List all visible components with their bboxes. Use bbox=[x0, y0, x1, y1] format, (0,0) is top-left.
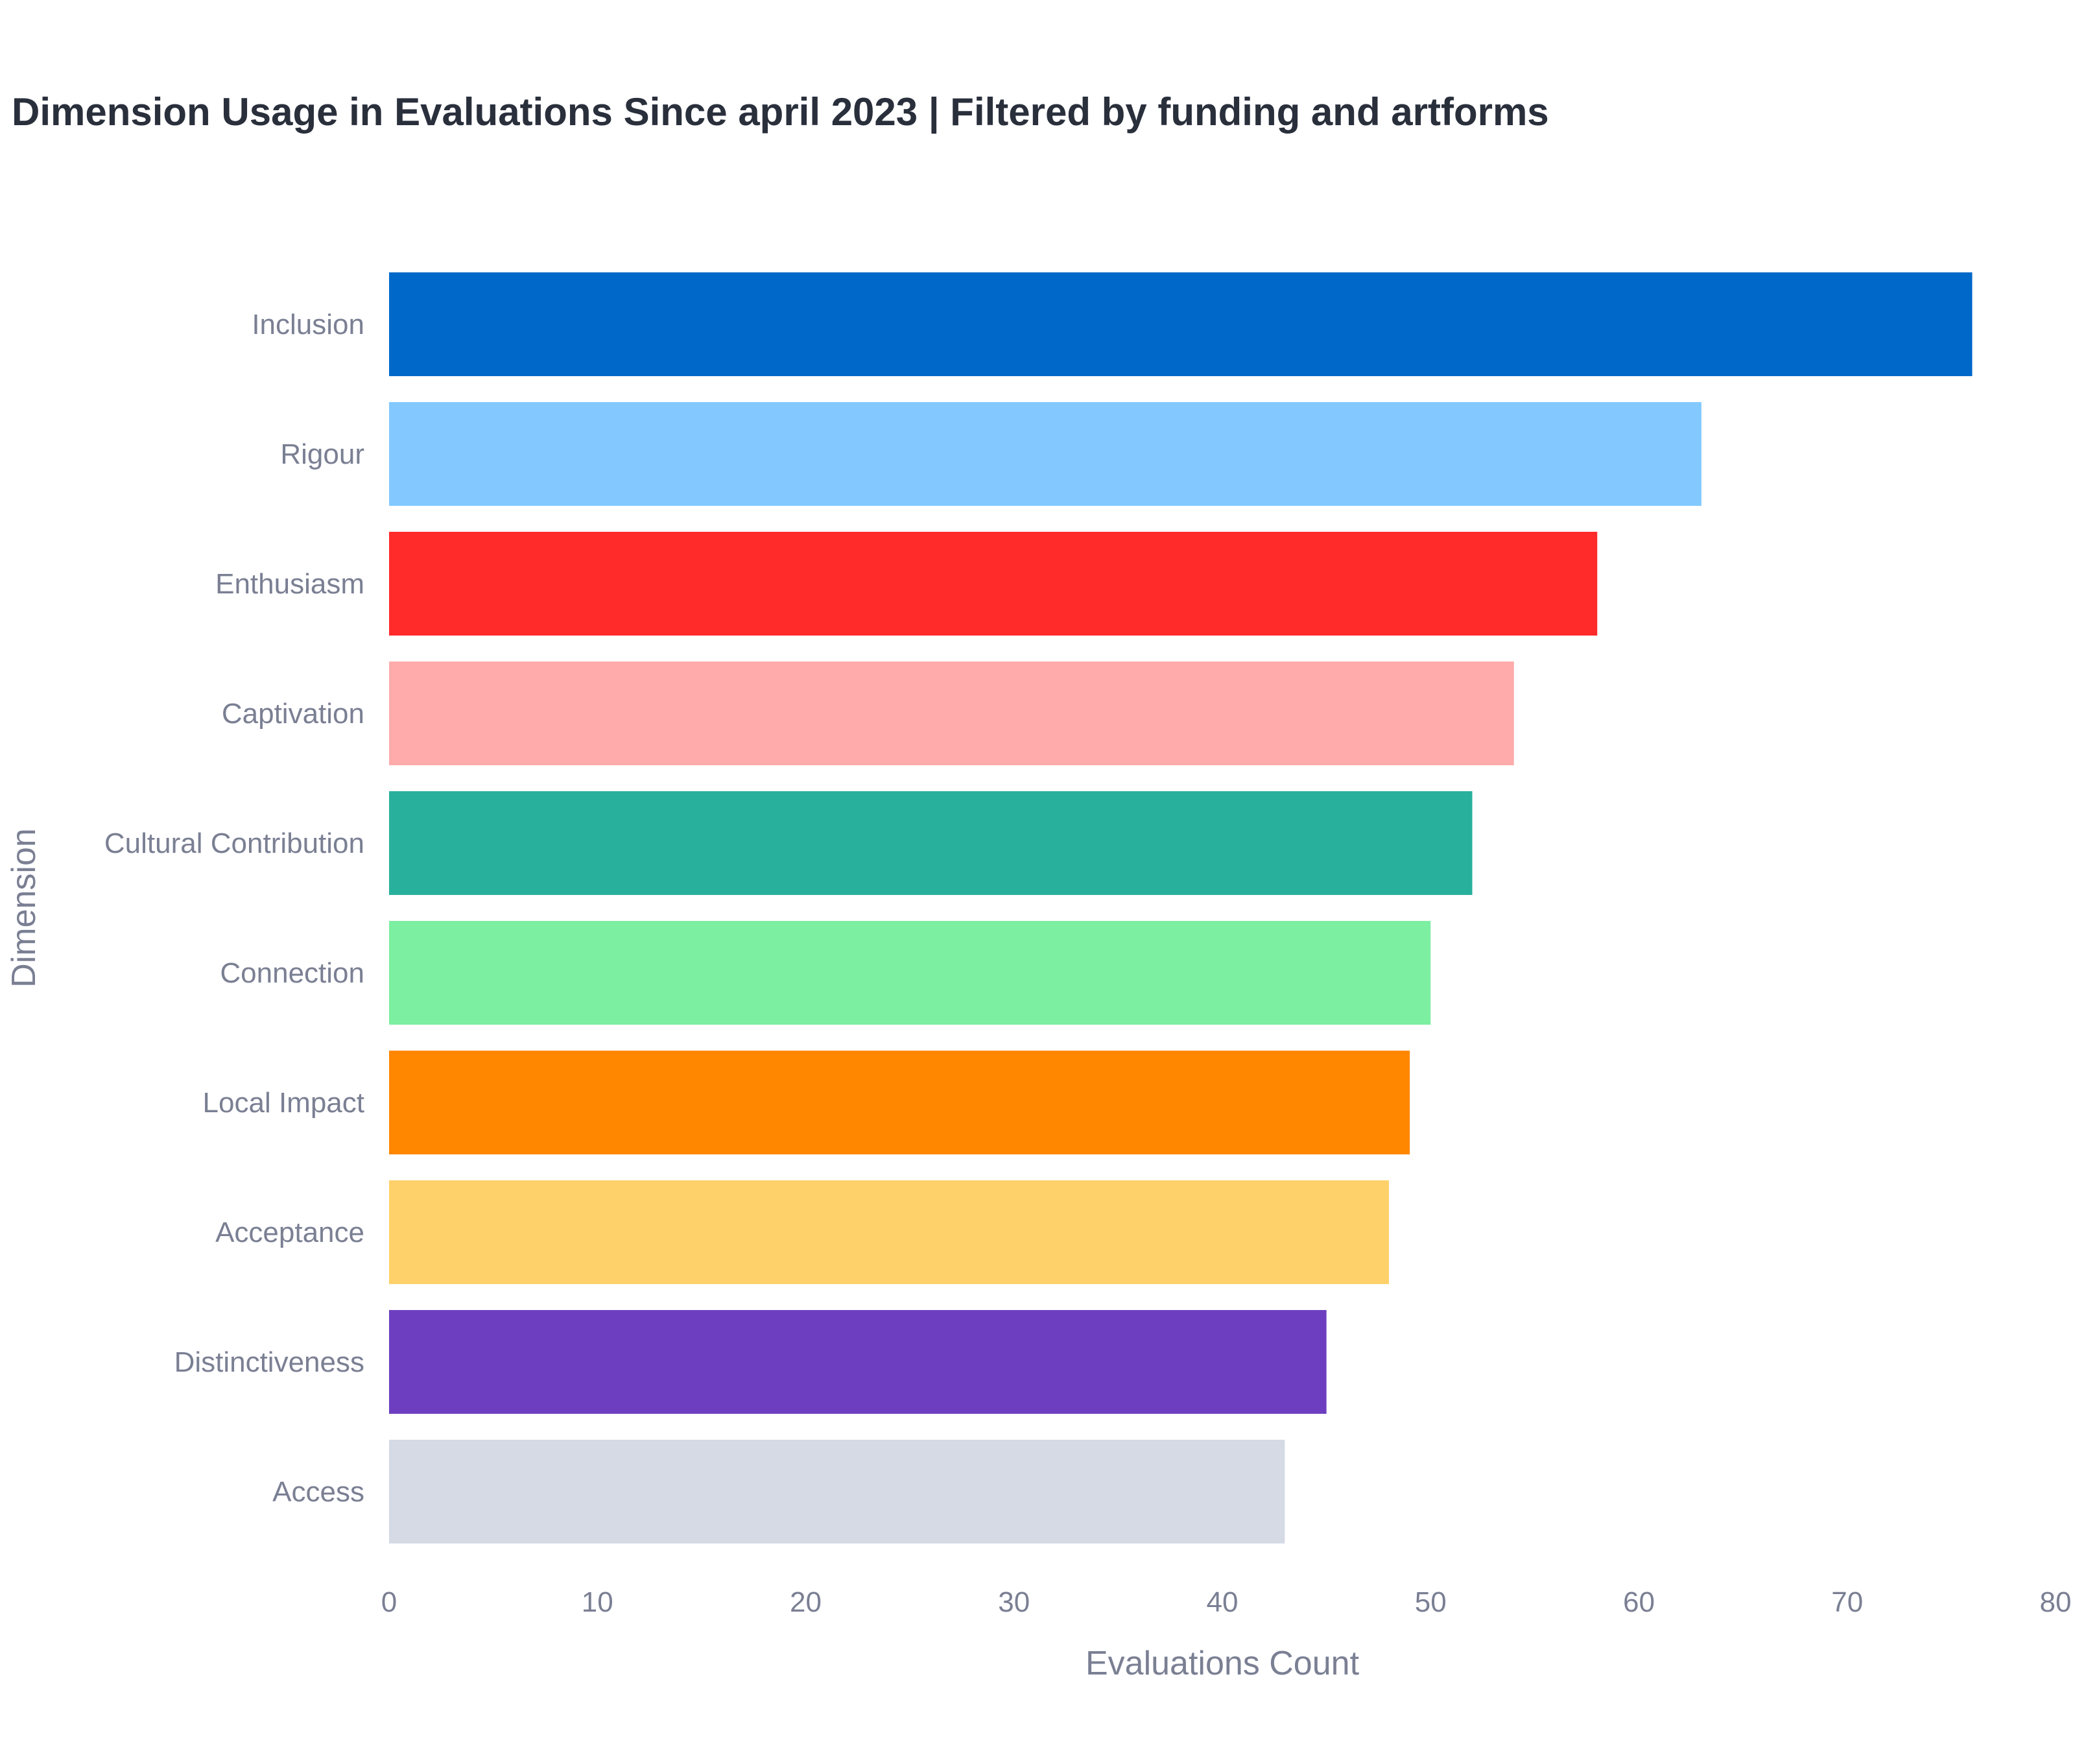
y-tick-label-distinctiveness: Distinctiveness bbox=[174, 1346, 364, 1378]
x-tick-label-50: 50 bbox=[1415, 1586, 1447, 1618]
y-tick-label-local-impact: Local Impact bbox=[203, 1087, 364, 1119]
y-axis-title: Dimension bbox=[5, 828, 43, 988]
x-tick-label-0: 0 bbox=[381, 1586, 397, 1618]
bar-connection[interactable] bbox=[389, 921, 1431, 1025]
y-tick-label-cultural-contribution: Cultural Contribution bbox=[104, 828, 364, 859]
x-axis-title: Evaluations Count bbox=[1085, 1645, 1360, 1682]
y-tick-label-access: Access bbox=[272, 1476, 364, 1508]
x-tick-label-60: 60 bbox=[1623, 1586, 1655, 1618]
bar-cultural-contribution[interactable] bbox=[389, 791, 1473, 895]
bar-access[interactable] bbox=[389, 1440, 1285, 1544]
y-tick-label-enthusiasm: Enthusiasm bbox=[215, 568, 364, 600]
bar-rigour[interactable] bbox=[389, 402, 1702, 506]
x-tick-label-70: 70 bbox=[1831, 1586, 1863, 1618]
x-tick-label-20: 20 bbox=[790, 1586, 822, 1618]
bar-captivation[interactable] bbox=[389, 662, 1514, 765]
x-tick-label-80: 80 bbox=[2040, 1586, 2072, 1618]
x-tick-label-10: 10 bbox=[582, 1586, 613, 1618]
y-axis-tick-labels: Inclusion Rigour Enthusiasm Captivation Cult… bbox=[104, 309, 364, 1508]
y-tick-label-rigour: Rigour bbox=[280, 438, 364, 470]
y-tick-label-acceptance: Acceptance bbox=[215, 1217, 364, 1248]
x-tick-label-40: 40 bbox=[1207, 1586, 1239, 1618]
bar-enthusiasm[interactable] bbox=[389, 532, 1598, 636]
bar-local-impact[interactable] bbox=[389, 1051, 1410, 1154]
bar-acceptance[interactable] bbox=[389, 1180, 1389, 1284]
x-axis-tick-labels: 0 10 20 30 40 50 60 70 80 bbox=[381, 1586, 2072, 1618]
y-tick-label-connection: Connection bbox=[220, 957, 364, 989]
chart-title: Dimension Usage in Evaluations Since apr… bbox=[12, 90, 1549, 134]
bars-group bbox=[389, 272, 1973, 1544]
x-tick-label-30: 30 bbox=[998, 1586, 1030, 1618]
y-tick-label-inclusion: Inclusion bbox=[252, 309, 364, 340]
y-tick-label-captivation: Captivation bbox=[222, 698, 364, 730]
bar-inclusion[interactable] bbox=[389, 272, 1973, 376]
bar-distinctiveness[interactable] bbox=[389, 1310, 1327, 1414]
